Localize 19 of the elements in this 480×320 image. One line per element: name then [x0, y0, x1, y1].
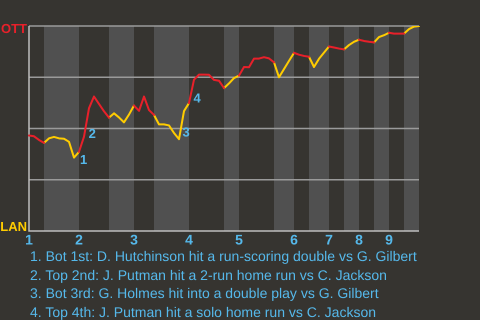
text: LAN — [0, 219, 27, 234]
x-tick-label: 3 — [130, 231, 138, 248]
text: 2. Top 2nd: J. Putman hit a 2-run home run vs C. Jackson — [30, 266, 388, 284]
x-tick-label: 4 — [185, 231, 194, 248]
annotation: 2 — [88, 126, 96, 142]
x-tick-label: 7 — [325, 231, 334, 248]
text: 1. Bot 1st: D. Hutchinson hit a run-scoring double vs G. Gilbert — [30, 247, 418, 266]
x-tick-label: 8 — [355, 231, 364, 248]
text: 3. Bot 3rd: G. Holmes hit into a double play vs G. Gilbert — [30, 284, 380, 302]
x-tick-label: 5 — [235, 231, 244, 248]
x-tick-label: 1 — [25, 231, 34, 248]
x-tick-label: 6 — [290, 231, 298, 248]
text: OTT — [1, 21, 28, 36]
annotation: 3 — [182, 124, 190, 140]
x-tick-label: 9 — [385, 231, 394, 248]
annotation: 1 — [80, 152, 88, 167]
x-tick-label: 2 — [75, 231, 84, 248]
text: 4. Top 4th: J. Putman hit a solo home run vs C. Jackson — [30, 302, 378, 320]
annotation: 4 — [193, 90, 202, 106]
